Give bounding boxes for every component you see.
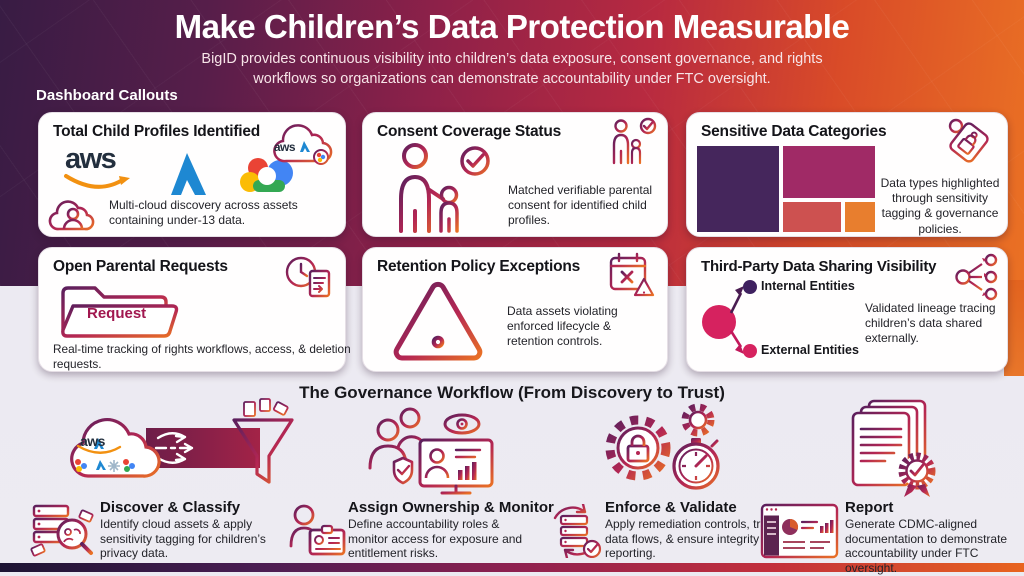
bottom-gradient-strip (0, 563, 1024, 572)
card-title: Open Parental Requests (53, 258, 228, 275)
card-title: Third-Party Data Sharing Visibility (701, 258, 937, 275)
warning-triangle-icon (393, 281, 483, 361)
ownership-monitor-graphic (368, 407, 494, 495)
card-title: Total Child Profiles Identified (53, 123, 261, 140)
card-open-parental-requests: Open Parental Requests Request Real-time… (38, 247, 351, 372)
request-folder-icon (61, 286, 179, 338)
treemap-block-2 (783, 146, 875, 198)
aws-logo: aws (65, 143, 117, 175)
internal-entities-label: Internal Entities (761, 279, 855, 293)
parent-child-check-mini-icon (612, 117, 657, 165)
page-title: Make Children’s Data Protection Measurab… (174, 8, 850, 45)
parent-child-check-icon (399, 143, 490, 233)
enforce-cycle-icon (553, 504, 602, 558)
treemap-block-1 (697, 146, 779, 232)
section-label-dashboard-callouts: Dashboard Callouts (36, 87, 178, 104)
card-description: Matched verifiable parental consent for … (508, 183, 653, 228)
card-title: Retention Policy Exceptions (377, 258, 581, 275)
card-description: Validated lineage tracing children’s dat… (865, 301, 996, 346)
card-title: Consent Coverage Status (377, 123, 562, 140)
step-title-discover: Discover & Classify (100, 499, 241, 516)
page-subtitle: BigID provides continuous visibility int… (201, 51, 823, 87)
discover-classify-icon (30, 504, 94, 557)
azure-icon (171, 153, 206, 195)
step-title-ownership: Assign Ownership & Monitor (348, 499, 554, 516)
card-sensitive-data-categories: Sensitive Data Categories Data types hig… (686, 112, 1008, 237)
step-title-enforce: Enforce & Validate (605, 499, 737, 516)
card-third-party-sharing: Third-Party Data Sharing Visibility Inte… (686, 247, 1008, 372)
card-retention-policy-exceptions: Retention Policy Exceptions Data assets … (362, 247, 668, 372)
step-desc-report: Generate CDMC-aligned documentation to d… (845, 517, 1008, 575)
card-description: Real-time tracking of rights workflows, … (53, 342, 351, 371)
step-desc-discover: Identify cloud assets & apply sensitivit… (100, 517, 266, 561)
enforce-validate-graphic (605, 403, 720, 490)
treemap-chart (697, 146, 875, 232)
cloud-multicloud-icon (273, 124, 333, 165)
aws-mini-label: aws (273, 140, 296, 154)
step-desc-ownership: Define accountability roles & monitor ac… (348, 517, 523, 561)
card-total-child-profiles: Total Child Profiles Identified aws aws (38, 112, 346, 237)
calendar-x-warning-icon (609, 252, 655, 297)
treemap-block-3 (783, 202, 841, 232)
step-title-report: Report (845, 499, 894, 516)
ownership-id-icon (289, 504, 346, 556)
card-consent-coverage: Consent Coverage Status Matched verifiab… (362, 112, 668, 237)
lineage-node-diagram (702, 280, 757, 358)
workflow-graphic-discover: aws (58, 398, 296, 498)
cloud-to-funnel-flow-icon (70, 398, 294, 484)
card-description: Data types highlighted through sensitivi… (880, 176, 1000, 236)
card-description: Data assets violating enforced lifecycle… (507, 304, 618, 349)
step-desc-enforce: Apply remediation controls, trace data f… (605, 517, 780, 561)
card-title: Sensitive Data Categories (701, 123, 887, 140)
aws-smile-icon (64, 174, 130, 189)
request-folder-label: Request (87, 305, 147, 322)
google-cloud-icon (240, 158, 293, 192)
workflow-title: The Governance Workflow (From Discovery … (299, 383, 725, 402)
card-description: Multi-cloud discovery across assets cont… (109, 198, 298, 228)
tag-lock-icon (948, 118, 989, 163)
share-network-icon (955, 253, 998, 301)
aws-cloud-label: aws (80, 433, 105, 449)
report-documents-graphic (851, 399, 936, 497)
treemap-block-4 (845, 202, 875, 232)
external-entities-label: External Entities (761, 343, 859, 357)
clock-document-icon (285, 256, 331, 298)
person-cloud-icon (48, 200, 95, 231)
right-orange-strip (1004, 280, 1024, 376)
report-dashboard-icon (760, 503, 839, 559)
